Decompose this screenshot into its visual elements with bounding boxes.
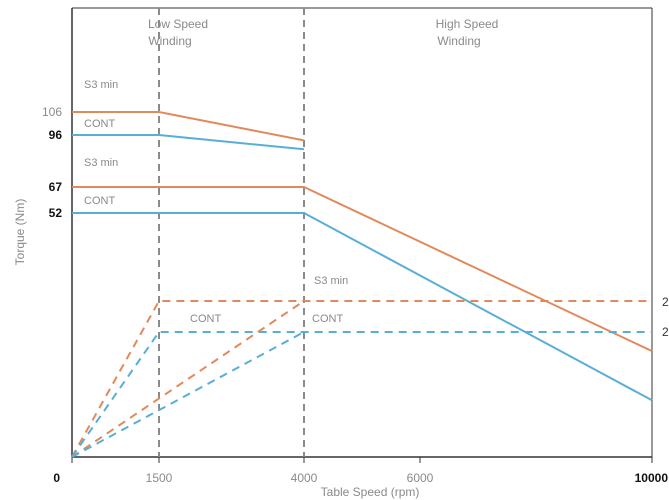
right-tick-label: 2 (662, 295, 669, 309)
series-line (72, 134, 305, 151)
ticks-layer: 0 1500 4000 6000 10000 106 96 67 52 (42, 105, 668, 485)
series-line (71, 331, 305, 458)
y-tick-label: 52 (49, 206, 63, 220)
region-label-line: Low Speed (148, 17, 208, 31)
x-tick-label: 10000 (635, 471, 669, 485)
series-line (72, 186, 653, 353)
y-tick-label: 67 (49, 180, 63, 194)
region-label-line: Winding (148, 34, 191, 48)
series-layer: S3 min CONT S3 min CONT S3 min CONT CONT (71, 79, 653, 458)
x-tick-label: 0 (53, 471, 60, 485)
right-tick-label: 2 (662, 325, 669, 339)
series-line (71, 300, 652, 458)
series-line (72, 212, 653, 402)
series-label: S3 min (84, 79, 118, 91)
series-line (71, 331, 652, 458)
region-label-low-speed: Low Speed Winding (148, 17, 208, 48)
series-label: CONT (84, 118, 115, 130)
region-label-high-speed: High Speed Winding (436, 17, 499, 48)
x-tick-label: 6000 (407, 471, 434, 485)
series-label: S3 min (84, 157, 118, 169)
winding-dividers (158, 8, 305, 457)
y-tick-label: 96 (49, 128, 63, 142)
x-axis-label: Table Speed (rpm) (321, 485, 420, 499)
y-tick-label: 106 (42, 105, 62, 119)
x-tick-label: 4000 (291, 471, 318, 485)
series-line (71, 300, 305, 458)
series-label: CONT (312, 313, 343, 325)
x-tick-label: 1500 (146, 471, 173, 485)
region-label-line: High Speed (436, 17, 499, 31)
y-axis-label: Torque (Nm) (13, 199, 27, 266)
plot-area (71, 7, 653, 458)
series-label: S3 min (314, 275, 348, 287)
region-label-line: Winding (437, 34, 480, 48)
series-label: CONT (84, 195, 115, 207)
series-label: CONT (190, 313, 221, 325)
series-line (72, 111, 305, 142)
